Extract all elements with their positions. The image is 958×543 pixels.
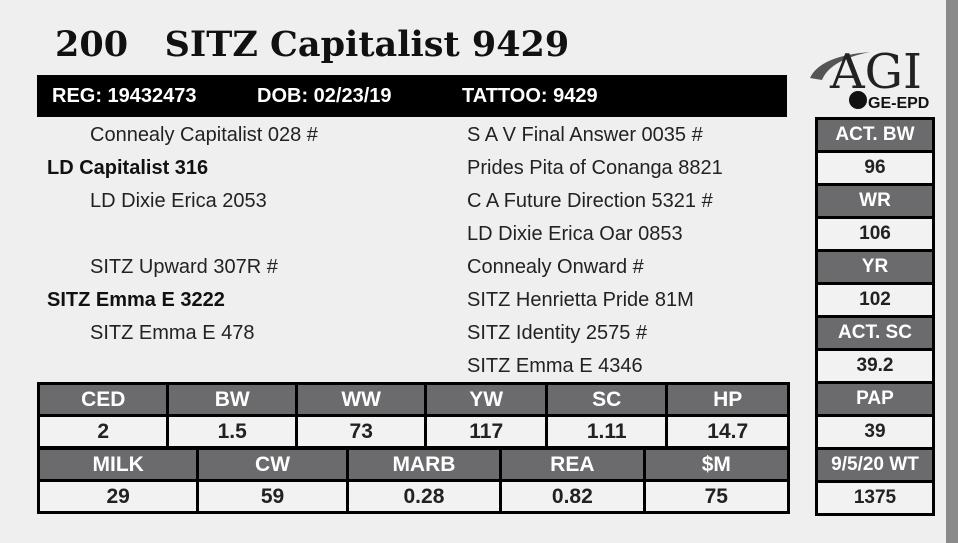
lot-number: 200 [55,24,129,65]
actual-value: 102 [818,285,932,315]
actual-value: 1375 [818,483,932,513]
epd-label: CW [199,450,346,479]
epd-label: MARB [348,450,500,479]
actual-label: YR [818,252,932,282]
tattoo: TATTOO: 9429 [462,84,598,107]
epd-value: 0.82 [502,482,643,511]
lot-title: 200 SITZ Capitalist 9429 [55,24,569,65]
actual-value: 39 [818,417,932,447]
epd-label: CED [40,385,167,414]
pedigree-great-grandparent: C A Future Direction 5321 # [467,190,713,212]
pedigree-great-grandparent: Connealy Onward # [467,256,644,278]
epd-value: 2 [40,417,167,446]
epd-label: BW [169,385,295,414]
pedigree-great-grandparent: S A V Final Answer 0035 # [467,124,703,146]
pedigree-grandparent: Connealy Capitalist 028 # [90,124,318,146]
epd-value: 0.28 [348,482,500,511]
pedigree-grandparent: SITZ Upward 307R # [90,256,278,278]
epd-label: SC [547,385,666,414]
pedigree-great-grandparent: SITZ Identity 2575 # [467,322,648,344]
svg-text:AGI: AGI [829,44,922,100]
epd-value: 1.11 [547,417,666,446]
epd-value: 73 [297,417,425,446]
actual-label: ACT. BW [818,120,932,150]
page-edge [946,0,958,543]
epd-table-row2: MILK CW MARB REA $M 29 59 0.28 0.82 75 [37,447,790,514]
svg-text:GE-EPD: GE-EPD [868,95,929,112]
pedigree-parent: LD Capitalist 316 [47,157,209,179]
actual-label: ACT. SC [818,318,932,348]
epd-value: 117 [427,417,545,446]
actuals-column: ACT. BW 96 WR 106 YR 102 ACT. SC 39.2 PAP 39 9/5/2… [815,117,935,516]
actual-label: PAP [818,384,932,414]
actual-value: 39.2 [818,351,932,381]
epd-label: MILK [40,450,197,479]
epd-value: 75 [645,482,787,511]
pedigree-great-grandparent: LD Dixie Erica Oar 0853 [467,223,683,245]
animal-name: SITZ Capitalist 9429 [164,24,570,65]
registration-number: REG: 19432473 [52,84,197,107]
epd-label: REA [502,450,643,479]
actual-label: 9/5/20 WT [818,450,932,480]
pedigree-grandparent: LD Dixie Erica 2053 [90,190,267,212]
epd-label: HP [668,385,787,414]
epd-value: 29 [40,482,197,511]
epd-label: $M [645,450,787,479]
actual-value: 96 [818,153,932,183]
pedigree-grandparent: SITZ Emma E 478 [90,322,255,344]
agi-logo: AGI GE-EPD [810,44,929,112]
epd-table-row1: CED BW WW YW SC HP 2 1.5 73 117 1.11 14.7 [37,382,790,449]
pedigree-great-grandparent: Prides Pita of Conanga 8821 [467,157,723,179]
pedigree-parent: SITZ Emma E 3222 [47,289,225,311]
epd-value: 1.5 [169,417,295,446]
epd-label: YW [427,385,545,414]
pedigree-great-grandparent: SITZ Henrietta Pride 81M [467,289,694,311]
epd-value: 14.7 [668,417,787,446]
epd-label: WW [297,385,425,414]
actual-label: WR [818,186,932,216]
date-of-birth: DOB: 02/23/19 [257,84,392,107]
info-bar: REG: 19432473 DOB: 02/23/19 TATTOO: 9429 [37,75,787,117]
actual-value: 106 [818,219,932,249]
pedigree-great-grandparent: SITZ Emma E 4346 [467,355,643,377]
epd-value: 59 [199,482,346,511]
